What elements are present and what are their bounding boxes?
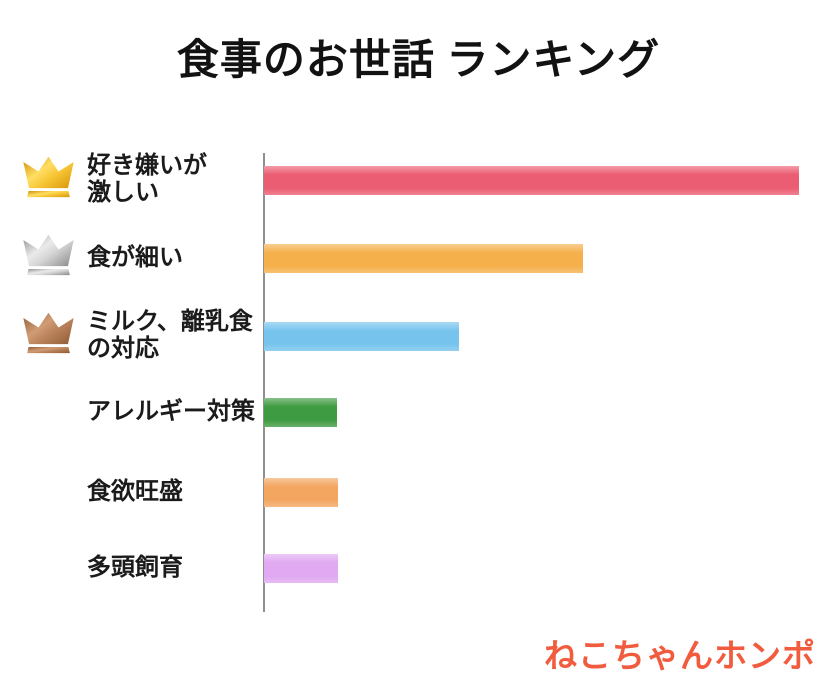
bar	[264, 322, 459, 351]
bar-label: アレルギー対策	[87, 398, 255, 425]
bar-label: ミルク、離乳食 の対応	[87, 308, 253, 363]
bar	[264, 554, 338, 583]
bar	[264, 398, 337, 427]
bar	[264, 166, 799, 195]
chart-title: 食事のお世話 ランキング	[176, 38, 661, 84]
silver-crown-icon	[23, 234, 74, 275]
bar	[264, 478, 338, 507]
gold-crown-icon	[23, 156, 74, 197]
chart-row: アレルギー対策	[0, 398, 837, 427]
bar-label: 食欲旺盛	[87, 478, 183, 505]
bronze-crown-icon	[23, 312, 74, 353]
bar	[264, 244, 583, 273]
bar-label: 食が細い	[87, 244, 183, 271]
bar-label: 多頭飼育	[87, 554, 183, 581]
chart-row: ミルク、離乳食 の対応	[0, 309, 837, 363]
chart-row: 食が細い	[0, 234, 837, 275]
axis-line	[263, 153, 265, 612]
chart-row: 食欲旺盛	[0, 478, 837, 507]
chart-row: 多頭飼育	[0, 554, 837, 583]
bar-label: 好き嫌いが 激しい	[87, 152, 207, 207]
chart-row: 好き嫌いが 激しい	[0, 153, 837, 207]
logo: ねこちゃんホンポ	[544, 637, 816, 674]
